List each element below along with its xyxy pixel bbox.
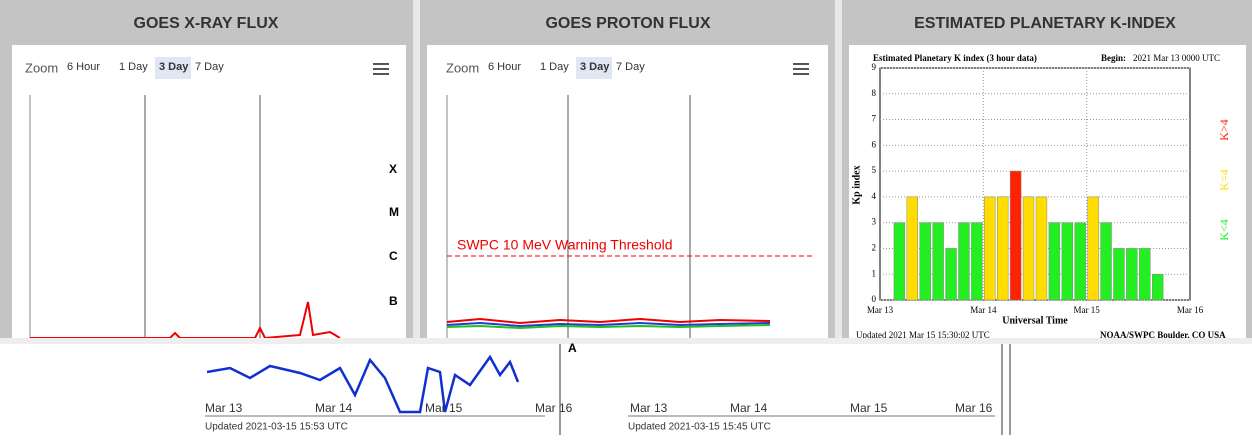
panel-1-body [12,45,406,340]
x-tick-label: Mar 13 [205,401,243,415]
y-tick-label: 2 [872,243,877,253]
x-tick-label: Mar 13 [630,401,668,415]
proton-line [446,324,771,330]
credit: NOAA/SWPC Boulder, CO USA [1100,330,1226,340]
kp-bar [1152,273,1164,301]
begin-label: Begin: [1101,53,1126,63]
fragment-line [206,354,520,414]
menu-icon[interactable] [793,63,809,75]
chart-title: Estimated Planetary K index (3 hour data… [873,53,1037,63]
proton-plot [446,63,815,338]
zoom-button[interactable]: 7 Day [616,61,645,73]
zoom-button[interactable]: 6 Hour [67,61,100,73]
divider [413,0,420,342]
zoom-button[interactable]: 1 Day [540,61,569,73]
y-tick-label: 1 [872,268,877,278]
y-tick-label: 6 [872,139,877,149]
y-axis-label: Kp index [851,165,862,204]
flare-class: M [389,205,399,219]
fragment [620,344,1015,435]
kp-bar [893,222,906,301]
begin-value: 2021 Mar 13 0000 UTC [1133,53,1220,63]
kp-bar [971,222,983,301]
divider [835,0,842,342]
flare-class: X [389,162,397,176]
kp-bar [1113,248,1125,301]
zoom-button[interactable]: 1 Day [119,61,148,73]
y-tick-label: 4 [872,191,877,201]
kp-bar [997,196,1009,301]
y-tick-label: 5 [872,165,877,175]
flare-class: B [389,294,398,308]
updated: Updated 2021 Mar 15 15:30:02 UTC [856,330,990,340]
x-tick-label: Mar 15 [850,401,888,415]
kp-bar [1100,222,1112,301]
kp-bar [919,222,931,301]
x-tick-label: Mar 13 [867,305,894,315]
plot-area [879,67,1191,301]
kp-bar [1009,170,1022,301]
panel-title: GOES PROTON FLUX [545,15,710,32]
xray-line [30,301,341,340]
kp-bar [945,248,957,301]
zoom-selected [576,57,612,79]
glitch-strip [0,338,1252,344]
legend-entry: K>4 [1217,119,1231,140]
kp-bar [984,196,996,301]
menu-icon[interactable] [373,63,389,75]
zoom-label: Zoom [25,60,58,75]
zoom-selected [155,57,191,79]
kp-bar [1048,222,1061,301]
y-tick-label: 3 [872,217,877,227]
kp-bar [1061,222,1074,301]
kp-bar [1087,196,1099,301]
x-tick-label: Mar 16 [1177,305,1204,315]
zoom-button[interactable]: 3 Day [580,61,610,73]
x-tick-label: Mar 14 [315,401,353,415]
updated: Updated 2021-03-15 15:53 UTC [205,422,348,433]
zoom-label: Zoom [446,60,479,75]
proton-line [446,321,771,328]
fragment [200,344,565,435]
legend-entry: K=4 [1217,169,1231,190]
y-tick-label: 9 [872,62,877,72]
zoom-button[interactable]: 3 Day [159,61,189,73]
zoom-button[interactable]: 6 Hour [488,61,521,73]
y-tick-label: 7 [872,114,877,124]
zoom-button[interactable]: 7 Day [195,61,224,73]
kp-bar [932,222,944,301]
panel-title: GOES X-RAY FLUX [134,15,279,32]
kp-bar [958,222,970,301]
x-tick-label: Mar 16 [535,401,573,415]
y-tick-label: 0 [872,294,877,304]
x-tick-label: Mar 15 [1074,305,1101,315]
kp-bar [1074,222,1086,301]
x-tick-label: Mar 14 [730,401,768,415]
x-tick-label: Mar 14 [970,305,997,315]
kp-bar [1126,248,1138,301]
panel-title: ESTIMATED PLANETARY K-INDEX [914,15,1176,32]
x-axis-label: Universal Time [1002,315,1068,326]
legend-entry: K<4 [1217,219,1231,240]
kp-bar [906,196,918,301]
x-tick-label: Mar 16 [955,401,993,415]
panel-2-body [427,45,828,340]
x-tick-label: Mar 15 [425,401,463,415]
xray-plot [29,63,389,340]
proton-line [446,317,771,325]
y-tick-label: 8 [872,88,877,98]
kp-bar [1035,196,1048,301]
kp-bar [1139,248,1151,301]
flare-class: A [568,341,577,355]
kp-bar [1022,196,1035,301]
updated: Updated 2021-03-15 15:45 UTC [628,422,771,433]
threshold-label: SWPC 10 MeV Warning Threshold [457,237,673,253]
flare-class: C [389,249,398,263]
